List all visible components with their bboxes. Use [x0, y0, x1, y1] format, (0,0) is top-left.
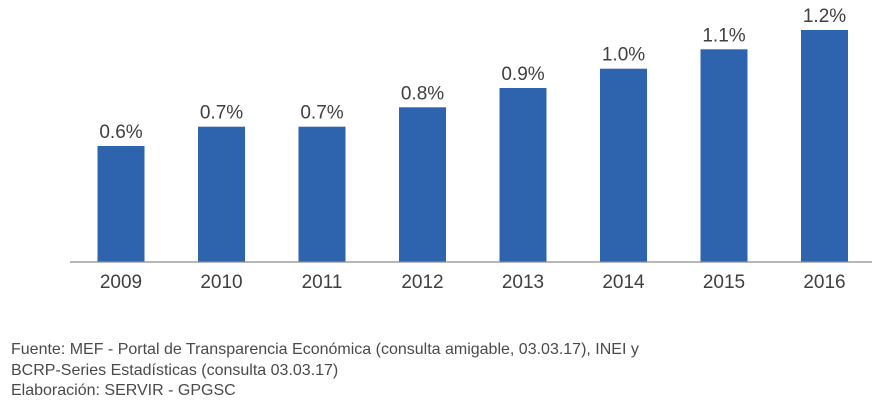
chart-svg: 0.6% 0.7% 0.7% 0.8% 0.9% 1.0% 1.1% 1.2% 2009 201…: [70, 6, 872, 293]
x-tick-label-2010: 2010: [200, 272, 242, 293]
data-label-2015: 1.1%: [702, 25, 745, 46]
x-tick-label-2015: 2015: [703, 272, 745, 293]
bar-2015: [700, 49, 748, 262]
data-label-2016: 1.2%: [803, 6, 846, 27]
data-label-2013: 0.9%: [501, 64, 544, 85]
data-label-2011: 0.7%: [300, 103, 343, 124]
bar-2011: [298, 126, 346, 262]
source-line-1: Fuente: MEF - Portal de Transparencia Ec…: [11, 341, 639, 358]
source-note: Fuente: MEF - Portal de Transparencia Ec…: [11, 340, 871, 402]
x-tick-label-2011: 2011: [302, 272, 343, 293]
bar-2014: [600, 68, 647, 262]
data-label-2009: 0.6%: [99, 122, 142, 143]
bar-2016: [801, 30, 848, 262]
source-line-3: Elaboración: SERVIR - GPGSC: [11, 382, 236, 399]
x-tick-label-2016: 2016: [803, 272, 845, 293]
source-line-2: BCRP-Series Estadísticas (consulta 03.03…: [11, 361, 339, 379]
bar-chart: 0.6% 0.7% 0.7% 0.8% 0.9% 1.0% 1.1% 1.2% 2009 201…: [70, 6, 872, 293]
x-tick-label-2014: 2014: [602, 272, 645, 293]
data-label-2014: 1.0%: [602, 45, 645, 66]
bar-2009: [97, 146, 145, 262]
data-label-2010: 0.7%: [200, 103, 243, 124]
value-labels-group: 0.6% 0.7% 0.7% 0.8% 0.9% 1.0% 1.1% 1.2%: [99, 6, 846, 143]
x-tick-label-2013: 2013: [502, 272, 544, 293]
bars-group: [97, 30, 848, 262]
x-tick-label-2012: 2012: [401, 272, 443, 293]
data-label-2012: 0.8%: [401, 83, 444, 104]
x-tick-labels-group: 2009 2010 2011 2012 2013 2014 2015 2016: [100, 272, 846, 293]
bar-2012: [399, 107, 446, 262]
bar-2013: [499, 88, 547, 262]
x-tick-label-2009: 2009: [100, 272, 142, 293]
bar-2010: [198, 126, 245, 262]
